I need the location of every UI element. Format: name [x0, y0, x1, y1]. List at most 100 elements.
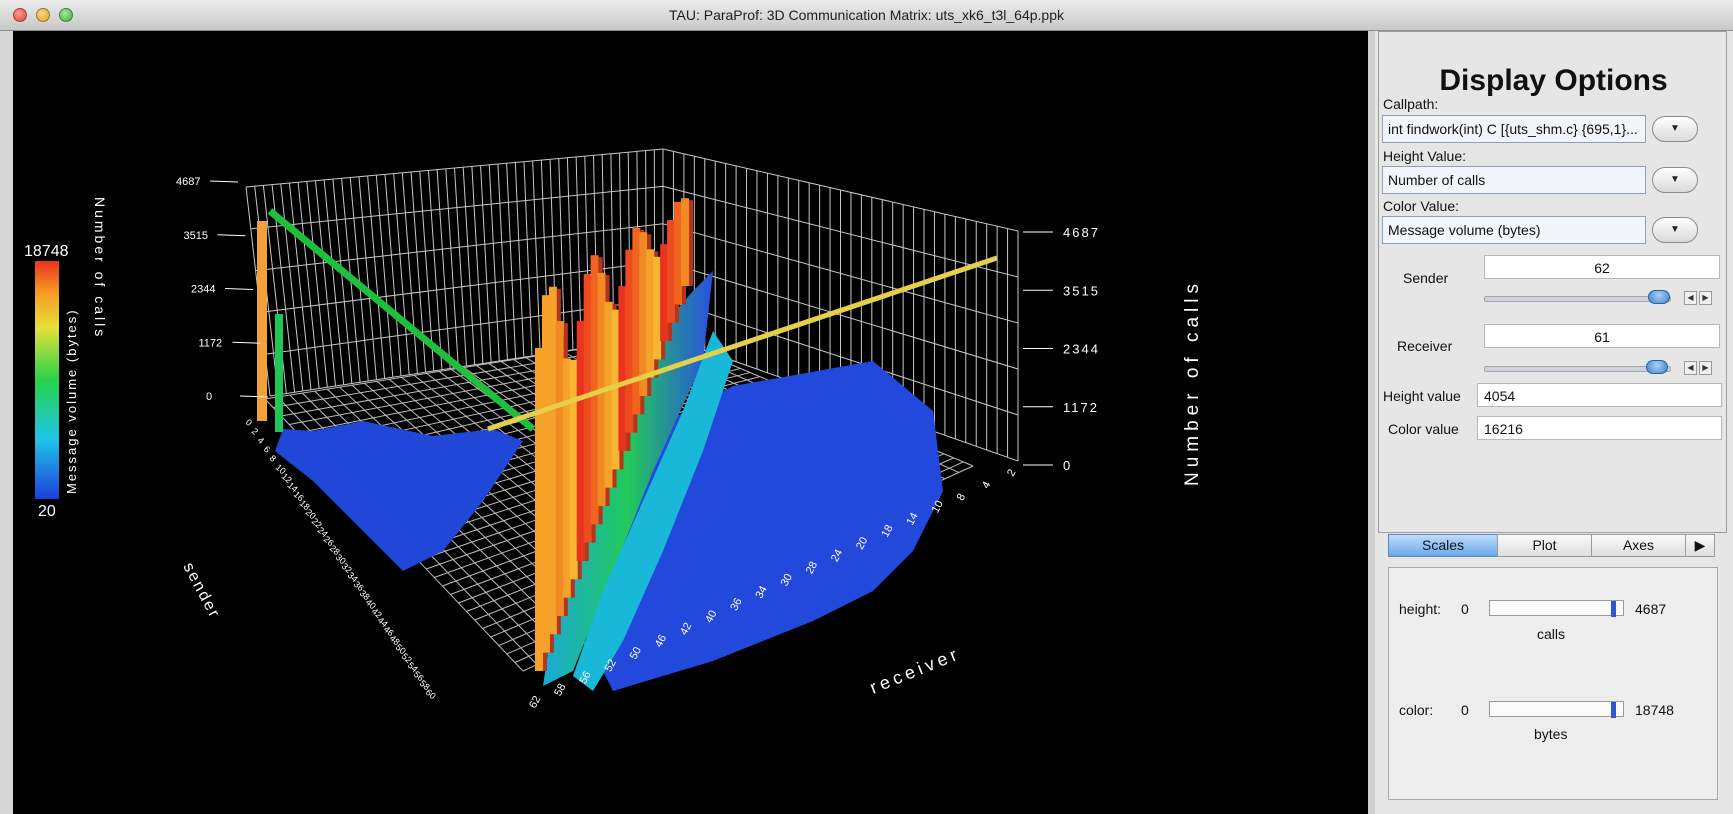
zoom-window-button[interactable]: [59, 8, 73, 22]
sender-slider[interactable]: ◀ ▶: [1484, 288, 1720, 308]
grid-line: [375, 175, 394, 378]
grid-line: [471, 166, 484, 364]
grid-line: [393, 173, 410, 375]
receiver-tick-label: 40: [703, 608, 719, 624]
diagonal-bar: [555, 321, 564, 616]
slider-thumb[interactable]: [1646, 360, 1669, 374]
callpath-label: Callpath:: [1383, 96, 1439, 112]
color-scale-min: 20: [38, 503, 56, 520]
diagonal-bar: [632, 227, 641, 415]
receiver-tick-label: 10: [930, 499, 946, 515]
z-axis-ticks-left: 4687 3515 2344 1172 0: [176, 176, 269, 403]
diagonal-bar: [618, 286, 627, 451]
height-scale-min: 0: [1461, 601, 1469, 617]
grid-line: [662, 298, 1019, 416]
diagonal-bar: [569, 359, 578, 580]
color-scale-label: Message volume (bytes): [64, 308, 79, 494]
sender-tick-label: 26: [322, 534, 336, 548]
title-bar: TAU: ParaProf: 3D Communication Matrix: …: [0, 0, 1733, 31]
z-tick-label: 2344: [1063, 342, 1100, 357]
grid-line: [358, 176, 377, 380]
diagonal-bar: [625, 249, 634, 433]
tab-plot[interactable]: Plot: [1497, 534, 1592, 557]
grid-line: [280, 183, 304, 392]
diagonal-bar: [639, 232, 648, 396]
color-scale-label-2: Number of calls: [92, 197, 108, 339]
grid-line: [454, 167, 467, 367]
tab-scales[interactable]: Scales: [1388, 534, 1498, 557]
receiver-tick-label: 62: [527, 694, 543, 710]
grid-line: [480, 165, 492, 363]
sender-tick-label: 16: [292, 489, 306, 503]
slider-left-arrow-icon[interactable]: ◀: [1684, 291, 1697, 305]
split-pane-divider[interactable]: [1368, 31, 1375, 814]
z-tick-label: 1172: [199, 337, 223, 349]
diagonal-bar: [535, 348, 543, 671]
receiver-slider[interactable]: ◀ ▶: [1484, 358, 1720, 378]
grid-line: [384, 174, 402, 377]
receiver-tick-label: 8: [955, 492, 968, 503]
sender-tick-label: 14: [286, 480, 300, 494]
receiver-tick-label: 28: [804, 560, 820, 576]
z-tick-label: 0: [1063, 458, 1072, 473]
sender-tick-label: 50: [394, 642, 408, 656]
grid-line: [497, 164, 508, 360]
sender-indicator-line: [267, 208, 536, 432]
close-window-button[interactable]: [13, 8, 27, 22]
diagonal-bar: [548, 286, 557, 635]
slider-thumb[interactable]: [1648, 290, 1671, 304]
diagonal-bars: [535, 198, 693, 671]
slider-track: [1484, 366, 1671, 372]
receiver-tick-label: 2: [1005, 467, 1018, 478]
grid-line: [575, 156, 582, 349]
sender-value-field[interactable]: 62: [1484, 255, 1720, 279]
slider-left-arrow-icon[interactable]: ◀: [1684, 361, 1697, 375]
diagonal-bar-side: [689, 200, 693, 286]
minimize-window-button[interactable]: [36, 8, 50, 22]
color-scale-slider[interactable]: [1489, 701, 1624, 718]
height-scale-thumb[interactable]: [1610, 601, 1616, 617]
height-value-field[interactable]: 4054: [1477, 383, 1722, 407]
height-scale-slider[interactable]: [1489, 600, 1624, 617]
callpath-select[interactable]: int findwork(int) C [{uts_shm.c} {695,1}…: [1382, 115, 1646, 143]
grid-line: [523, 161, 533, 357]
sender-tick-label: 32: [340, 561, 354, 575]
grid-line: [288, 182, 312, 390]
z-tick-mark: [232, 341, 261, 344]
color-value-select[interactable]: Message volume (bytes): [1382, 216, 1646, 244]
height-value-dropdown-button[interactable]: ▼: [1652, 167, 1698, 193]
grid-line: [488, 164, 500, 362]
grid-line: [250, 185, 664, 230]
z-axis-label: Number of calls: [1182, 279, 1203, 486]
slider-right-arrow-icon[interactable]: ▶: [1699, 361, 1712, 375]
height-value-field-label: Height value: [1383, 388, 1461, 404]
grid-line: [306, 181, 328, 388]
color-value-field[interactable]: 16216: [1477, 416, 1722, 440]
grid-line: [506, 163, 517, 359]
receiver-value-field[interactable]: 61: [1484, 324, 1720, 348]
color-scale-thumb[interactable]: [1610, 702, 1616, 718]
color-value-dropdown-button[interactable]: ▼: [1652, 217, 1698, 243]
slider-right-arrow-icon[interactable]: ▶: [1699, 291, 1712, 305]
z-axis-ticks-right: 4687 3515 2344 1172 0: [1023, 225, 1100, 473]
tab-axes[interactable]: Axes: [1591, 534, 1686, 557]
height-scale-unit: calls: [1537, 626, 1566, 642]
height-value-select[interactable]: Number of calls: [1382, 166, 1646, 194]
tab-scroll-right-icon[interactable]: ▶: [1685, 534, 1715, 557]
diagonal-bar: [674, 201, 683, 305]
callpath-dropdown-button[interactable]: ▼: [1652, 116, 1698, 142]
chevron-down-icon: ▼: [1670, 174, 1680, 185]
sender-tick-label: 56: [412, 669, 426, 683]
sender-tick-label: 52: [400, 651, 414, 665]
sender-tick-label: 20: [304, 507, 318, 521]
color-scale-bar: [35, 261, 59, 499]
grid-line: [332, 179, 353, 384]
grid-line: [662, 223, 1019, 324]
receiver-tick-label: 42: [678, 621, 694, 637]
window-title: TAU: ParaProf: 3D Communication Matrix: …: [668, 7, 1065, 23]
sender-tick-label: 58: [418, 678, 432, 692]
sender-tick-label: 34: [346, 570, 360, 584]
sender-tick-label: 42: [370, 606, 384, 620]
